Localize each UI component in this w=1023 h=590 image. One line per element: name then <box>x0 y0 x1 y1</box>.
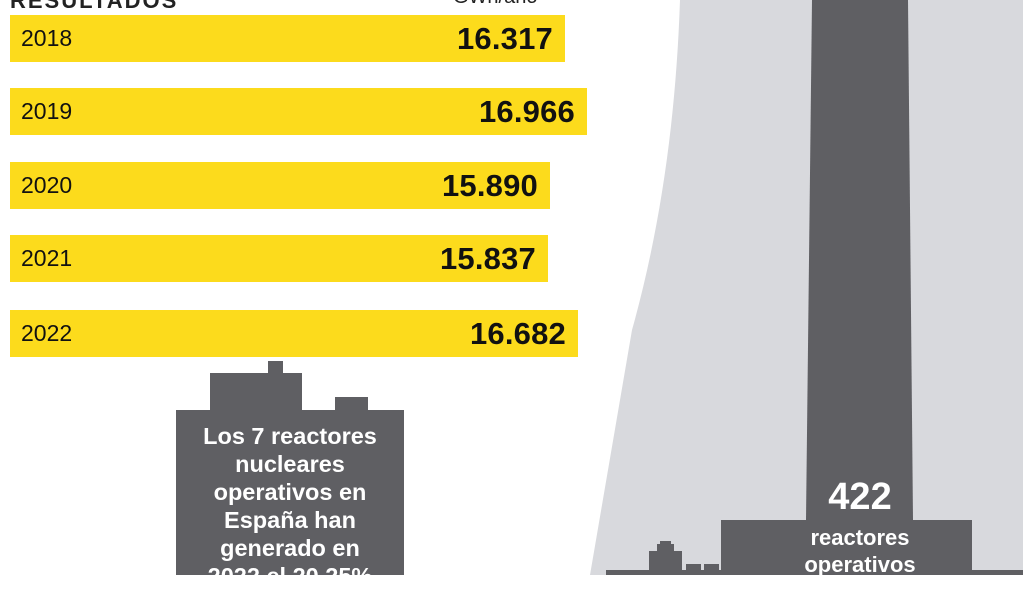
bar-year-label: 2019 <box>21 98 73 124</box>
ground-strip <box>606 570 1023 575</box>
bar-year-label: 2022 <box>21 320 73 346</box>
bar-year-label: 2018 <box>21 25 73 51</box>
nuclear-plant-illustration <box>176 0 1023 575</box>
bar-2018: 2018 16.317 <box>10 15 565 62</box>
world-reactors-number: 422 <box>828 476 892 518</box>
unit-label: GWh/año <box>453 0 537 9</box>
base-building-shape <box>721 520 972 575</box>
callout-line: generado en <box>220 535 360 561</box>
label-line: operativos <box>804 552 916 577</box>
world-reactors-label: reactores operativos <box>760 524 960 578</box>
chart-title: RESULTADOS <box>10 0 179 13</box>
bar-value-label: 16.317 <box>456 20 553 56</box>
cooling-tower-shape <box>590 0 1023 575</box>
bar-year-label: 2020 <box>21 172 73 198</box>
label-line: reactores <box>810 525 910 550</box>
bar-value-label: 16.682 <box>469 315 566 351</box>
bar-value-label: 15.890 <box>441 167 538 203</box>
callout-line: Los 7 reactores <box>203 423 377 449</box>
bar-2019: 2019 16.966 <box>10 88 587 135</box>
bar-value-label: 16.966 <box>478 93 575 129</box>
callout-line: nucleares <box>235 451 345 477</box>
bar-value-label: 15.837 <box>439 240 536 276</box>
left-building-shape <box>176 410 404 575</box>
callout-line: España han <box>224 507 356 533</box>
chimney-shape <box>806 0 913 520</box>
bar-year-label: 2021 <box>21 245 73 271</box>
bar-2021: 2021 15.837 <box>10 235 548 282</box>
bar-2022: 2022 16.682 <box>10 310 578 357</box>
callout-line: 2022 el 20,25% <box>207 563 373 589</box>
bar-2020: 2020 15.890 <box>10 162 550 209</box>
callout-line: operativos en <box>213 479 367 505</box>
spain-reactors-callout: Los 7 reactores nucleares operativos en … <box>176 422 404 590</box>
